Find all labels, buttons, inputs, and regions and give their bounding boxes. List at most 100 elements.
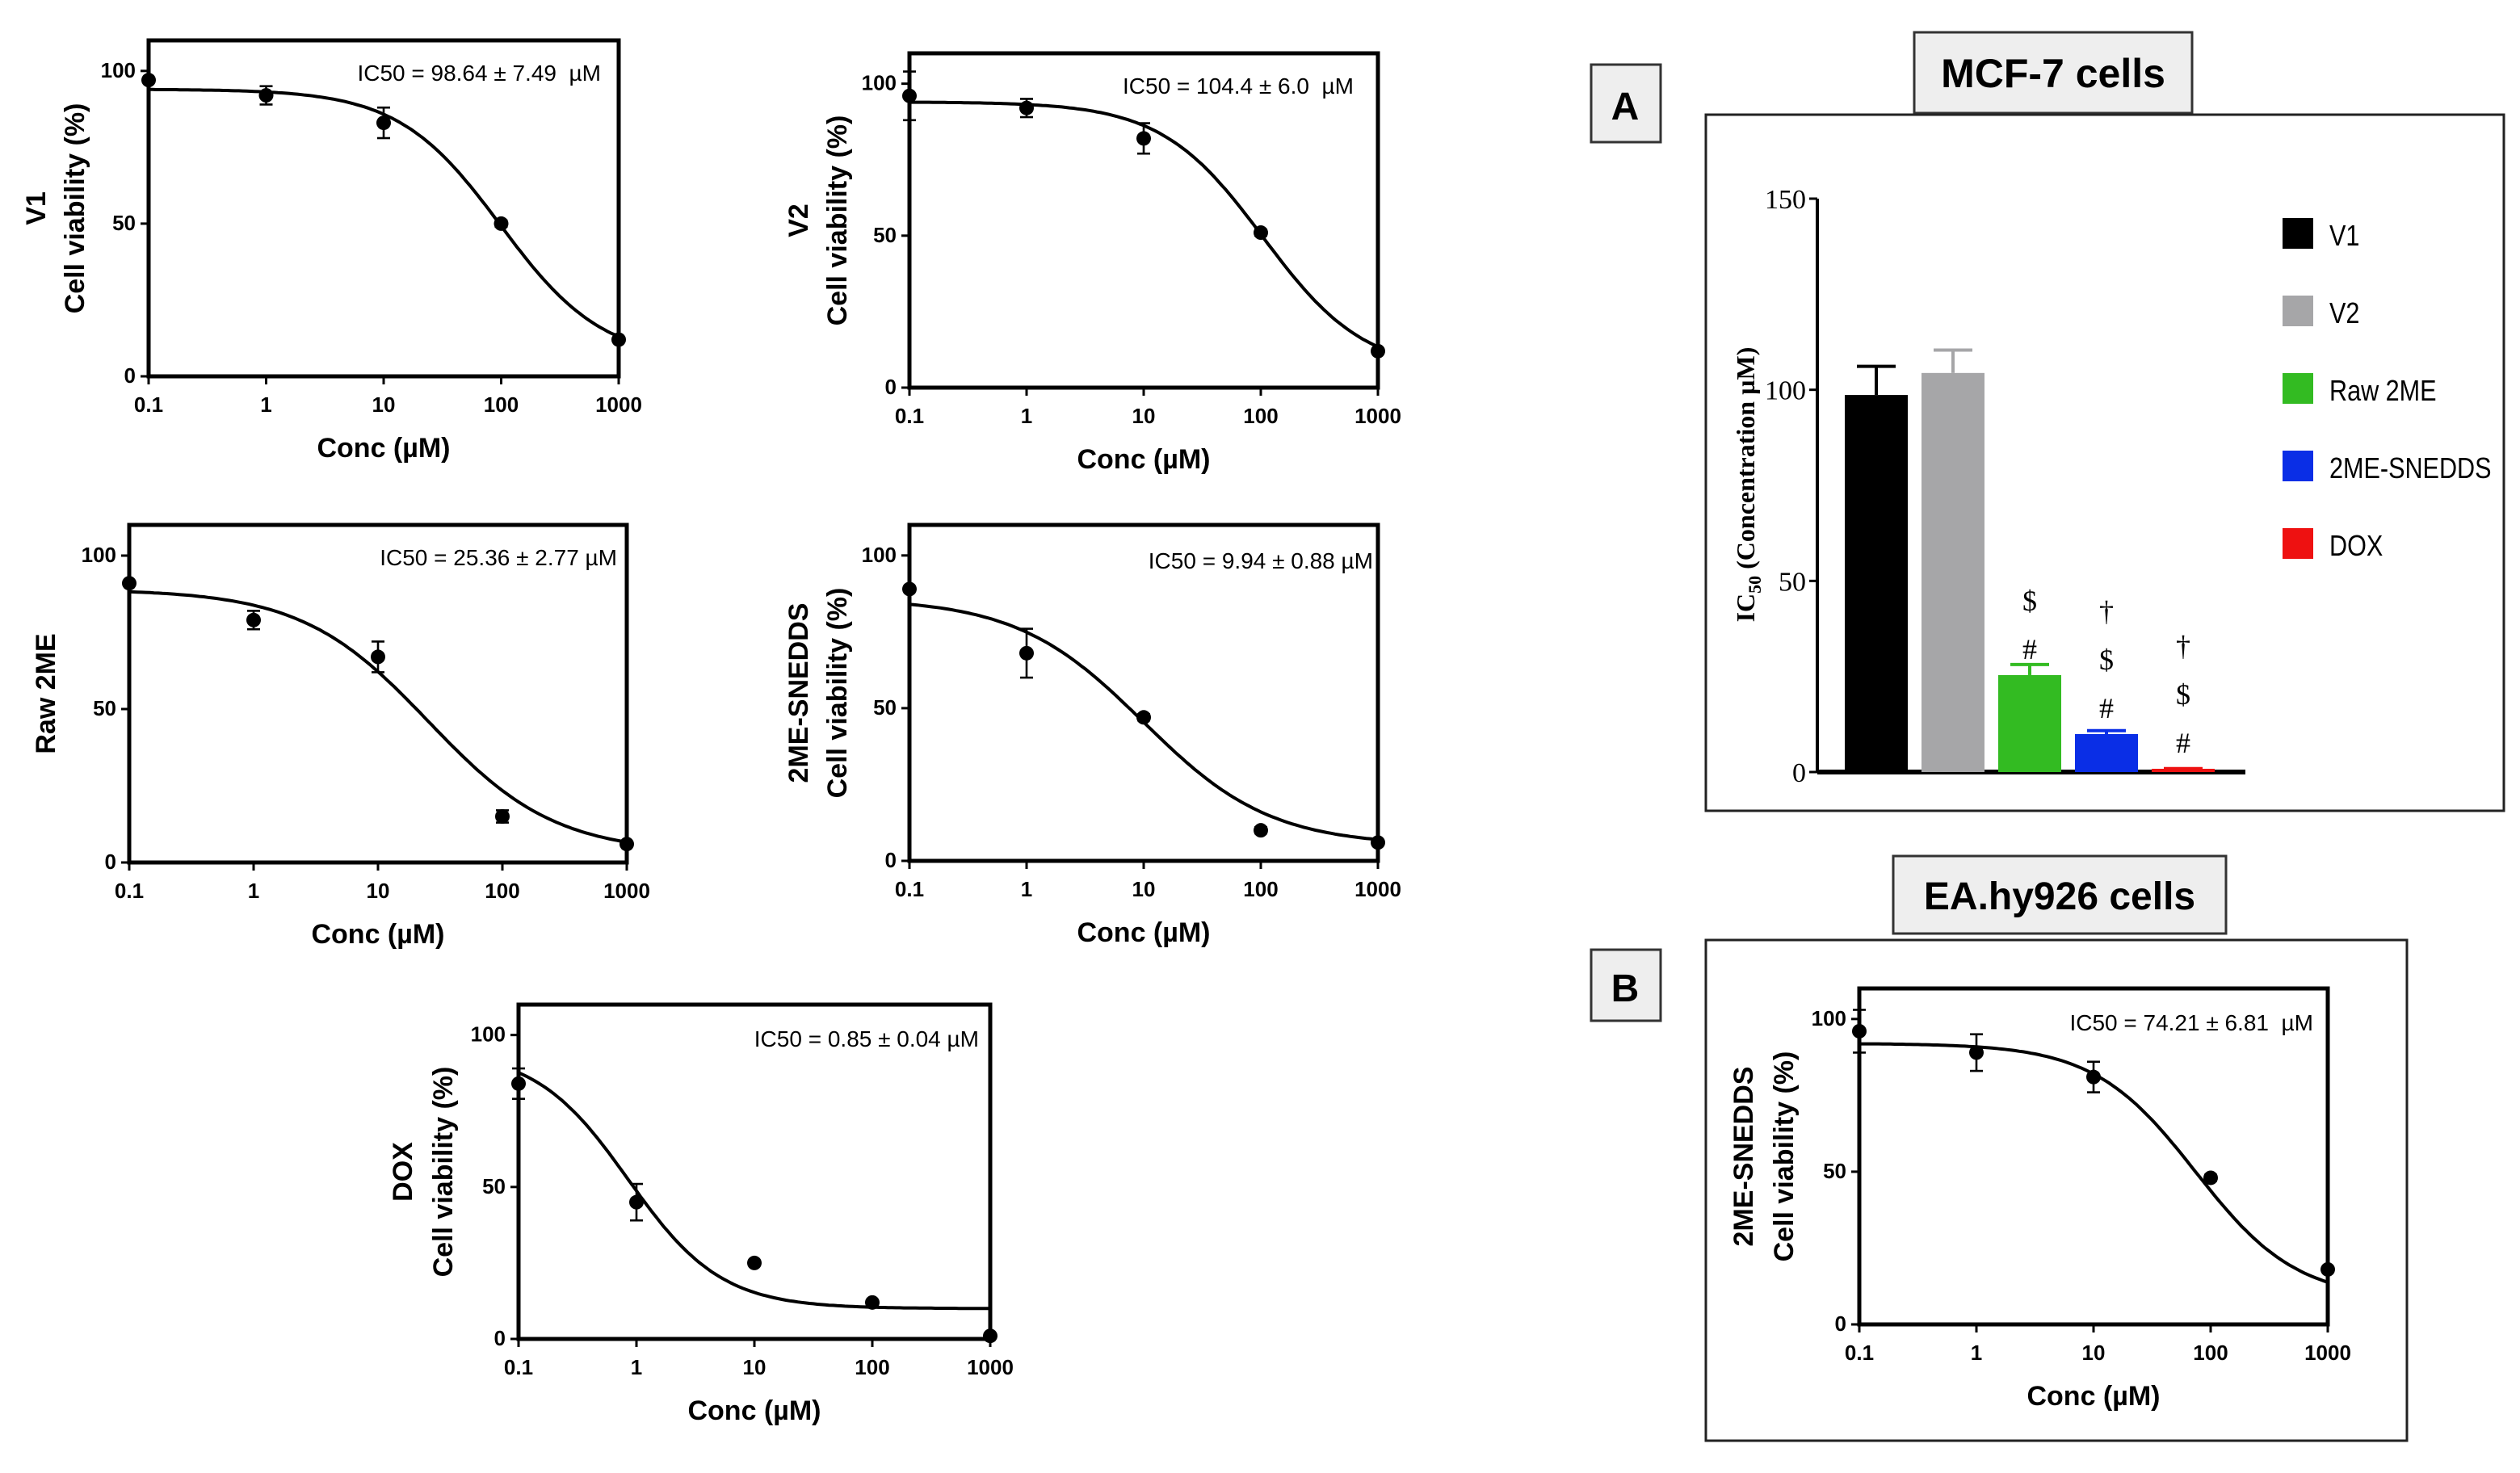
data-point: [376, 115, 391, 131]
series-label: V1: [21, 191, 52, 225]
panel-b-letter: B: [1611, 967, 1640, 1010]
panel-a-title: MCF-7 cells: [1913, 31, 2194, 115]
x-tick-label: 1: [248, 879, 259, 903]
x-axis-label: Conc (µM): [317, 433, 450, 464]
ic50-annotation: IC50 = 25.36 ± 2.77 µM: [380, 545, 617, 570]
x-tick-label: 1000: [967, 1355, 1014, 1379]
x-tick-label: 10: [1132, 877, 1156, 901]
y-tick-label: 50: [93, 696, 116, 720]
ic50-annotation: IC50 = 9.94 ± 0.88 µM: [1149, 548, 1373, 573]
data-point: [246, 612, 261, 627]
data-point: [1019, 100, 1034, 115]
ic50-annotation: IC50 = 74.21 ± 6.81 µM: [2069, 1010, 2313, 1035]
panel-a-label: A: [1590, 63, 1662, 144]
series-label: V2: [783, 204, 814, 237]
y-tick-label: 100: [471, 1022, 506, 1047]
data-point: [1019, 645, 1034, 661]
data-point: [494, 216, 509, 231]
x-axis-label: Conc (µM): [311, 919, 444, 950]
data-point: [902, 88, 917, 103]
series-label: 2ME-SNEDDS: [1728, 1067, 1759, 1247]
ic50-annotation: IC50 = 98.64 ± 7.49 µM: [357, 61, 601, 86]
x-axis-label: Conc (µM): [2026, 1381, 2160, 1412]
dose-response-dox: 0.1 1 10 100 1000 0 50 100 Conc (µM) DOX Cell viab…: [388, 1002, 1014, 1426]
panel-b-frame: [1704, 938, 2409, 1442]
ic50-annotation: IC50 = 104.4 ± 6.0 µM: [1123, 73, 1354, 99]
plot-frame: [907, 522, 1380, 863]
x-tick-label: 1000: [1354, 404, 1401, 428]
legend-swatch: [2283, 296, 2313, 326]
x-tick-label: 1: [631, 1355, 642, 1379]
x-tick-label: 100: [1243, 877, 1278, 901]
data-point: [1136, 131, 1151, 146]
mcf7-title: MCF-7 cells: [1941, 51, 2165, 96]
bar-1: [1922, 372, 1984, 772]
x-tick-label: 10: [1132, 404, 1156, 428]
plot-frame: [127, 522, 629, 865]
y-tick-label: 100: [101, 58, 136, 82]
legend-label: V2: [2329, 298, 2359, 330]
data-point: [747, 1255, 762, 1270]
significance-mark: $: [2022, 585, 2037, 617]
x-tick-label: 0.1: [895, 404, 924, 428]
y-tick-label: 100: [862, 543, 897, 567]
data-point: [122, 576, 136, 591]
y-axis-label: Cell viability (%): [822, 588, 853, 799]
bar-3: [2075, 733, 2138, 772]
y-axis-label: Cell viability (%): [60, 103, 90, 314]
data-point: [1371, 835, 1385, 850]
data-point: [141, 73, 156, 88]
x-tick-label: 1000: [2304, 1341, 2351, 1365]
dose-response-v2: 0.1 1 10 100 1000 0 50 100 Conc (µM) V2 Cell viabi…: [783, 51, 1401, 475]
legend-label: 2ME-SNEDDS: [2329, 453, 2492, 485]
fit-curve: [128, 590, 628, 844]
data-point: [2320, 1261, 2335, 1277]
legend-swatch: [2283, 218, 2313, 249]
data-point: [1254, 225, 1268, 241]
y-tick-label: 50: [1823, 1159, 1846, 1183]
data-point: [629, 1194, 644, 1210]
data-point: [1852, 1023, 1867, 1039]
significance-mark: $: [2099, 644, 2114, 676]
y-axis-label: Cell viability (%): [428, 1067, 459, 1278]
legend-label: Raw 2ME: [2329, 376, 2437, 408]
series-label: 2ME-SNEDDS: [783, 603, 814, 783]
data-point: [2203, 1170, 2218, 1186]
data-point: [258, 88, 274, 103]
dose-response-eahy: 0.1 1 10 100 1000 0 50 100 Conc (µM) 2ME-SNEDDS Ce…: [1728, 986, 2351, 1412]
data-point: [2086, 1069, 2101, 1085]
y-tick-label: 100: [82, 543, 116, 567]
data-point: [611, 332, 626, 347]
series-label: Raw 2ME: [31, 633, 61, 753]
x-tick-label: 1: [1021, 877, 1032, 901]
x-tick-label: 0.1: [504, 1355, 533, 1379]
significance-mark: #: [2176, 727, 2190, 759]
y-tick-label: 0: [885, 375, 897, 399]
y-axis-label: IC50 (Concentration µM): [1731, 347, 1765, 623]
y-tick-label: 0: [1835, 1311, 1846, 1336]
y-tick-label: 0: [124, 363, 136, 388]
legend-swatch: [2283, 373, 2313, 404]
ic50-bar-chart: 0 50 100 150 IC50 (Concentration µM) V1 V2 # $ Ra…: [1731, 185, 2492, 788]
data-point: [371, 649, 385, 665]
eahy926-title: EA.hy926 cells: [1924, 875, 2195, 918]
y-tick-label: 50: [1779, 567, 1806, 597]
fit-curve: [518, 1071, 990, 1311]
dose-response-sneddes: 0.1 1 10 100 1000 0 50 100 Conc (µM) 2ME-SNEDDS Ce…: [783, 522, 1401, 948]
panel-b-label: B: [1590, 948, 1662, 1022]
ic50-annotation: IC50 = 0.85 ± 0.04 µM: [754, 1026, 979, 1051]
y-tick-label: 50: [873, 695, 897, 720]
bar-0: [1845, 395, 1908, 772]
panel-a-letter: A: [1611, 86, 1640, 128]
data-point: [511, 1076, 526, 1091]
panel-b-title: EA.hy926 cells: [1892, 854, 2228, 935]
dose-response-raw2me: 0.1 1 10 100 1000 0 50 100 Conc (µM) Raw 2ME IC50 …: [31, 522, 650, 950]
significance-mark: #: [2099, 692, 2114, 724]
x-tick-label: 100: [485, 879, 519, 903]
data-point: [902, 581, 917, 597]
y-tick-label: 0: [1792, 758, 1806, 788]
bar-chart-frame: [1704, 113, 2505, 812]
x-tick-label: 10: [372, 392, 396, 417]
bar-4: [2152, 768, 2215, 772]
x-tick-label: 1000: [1354, 877, 1401, 901]
